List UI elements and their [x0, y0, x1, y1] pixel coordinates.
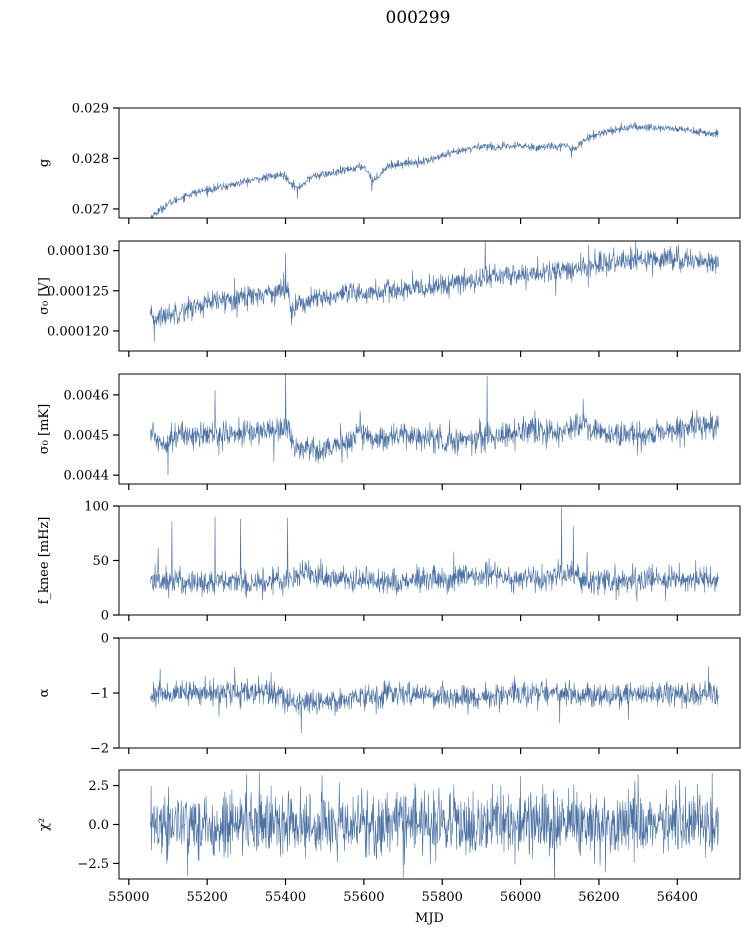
y-tick-label: 0: [101, 609, 109, 624]
y-tick-label: 0.000120: [47, 324, 109, 339]
y-tick-label: 0.0046: [64, 388, 110, 403]
panel-4: 0 50 100 f_knee [mHz]: [37, 500, 741, 624]
x-tick-label: 55600: [343, 890, 384, 905]
series-line: [150, 374, 719, 476]
series-line: [150, 666, 719, 734]
y-tick-label: 0.029: [72, 102, 109, 117]
axes-frame: [118, 505, 741, 616]
y-tick-label: −2.5: [77, 857, 109, 872]
axes-frame: [118, 240, 741, 352]
y-tick-label: 0.000125: [47, 284, 109, 299]
panel-3: 0.0044 0.0045 0.0046 σ₀ [mK]: [37, 373, 741, 490]
x-tick-label: 55400: [265, 890, 306, 905]
y-tick-label: 0.027: [72, 202, 109, 217]
figure-title: 000299: [386, 8, 451, 28]
y-axis-label: σ₀ [V]: [37, 277, 52, 315]
y-tick-label: 100: [84, 500, 109, 515]
y-axis-label: χ²: [37, 818, 52, 831]
panel-2: 0.000120 0.000125 0.000130 σ₀ [V]: [37, 240, 741, 357]
x-tick-label: 56400: [657, 890, 698, 905]
panel-6: −2.5 0.0 2.5 55000 55200 55400 55600 55800 56000…: [37, 769, 741, 926]
y-tick-label: −2: [90, 742, 109, 757]
y-tick-label: 0.0: [88, 818, 109, 833]
y-axis-label: f_knee [mHz]: [37, 517, 52, 605]
x-tick-label: 56200: [578, 890, 619, 905]
y-tick-label: 0: [101, 632, 109, 647]
y-tick-label: 2.5: [88, 779, 109, 794]
y-tick-label: 50: [92, 554, 109, 569]
y-axis-label: α: [37, 688, 52, 697]
y-tick-label: 0.0044: [64, 469, 110, 484]
y-axis-label: σ₀ [mK]: [37, 404, 52, 454]
series-line: [150, 121, 719, 218]
x-axis-label: MJD: [415, 911, 444, 926]
x-tick-label: 55800: [422, 890, 463, 905]
y-tick-label: 0.000130: [47, 244, 109, 259]
panels: 0.027 0.028 0.029 g 0.000120 0.000125 0.000130…: [37, 102, 741, 926]
x-tick-label: 55200: [186, 890, 227, 905]
axes-frame: [118, 107, 741, 219]
y-axis-label: g: [37, 159, 52, 167]
series-line: [150, 507, 719, 602]
panel-5: −2 −1 0 α: [37, 632, 741, 757]
y-tick-label: 0.028: [72, 152, 109, 167]
axes-frame: [118, 373, 741, 485]
series-line: [150, 772, 719, 879]
y-tick-label: −1: [90, 687, 109, 702]
x-tick-label: 55000: [108, 890, 149, 905]
series-line: [150, 241, 719, 343]
y-tick-label: 0.0045: [64, 429, 110, 444]
x-tick-label: 56000: [500, 890, 541, 905]
panel-1: 0.027 0.028 0.029 g: [37, 102, 741, 224]
